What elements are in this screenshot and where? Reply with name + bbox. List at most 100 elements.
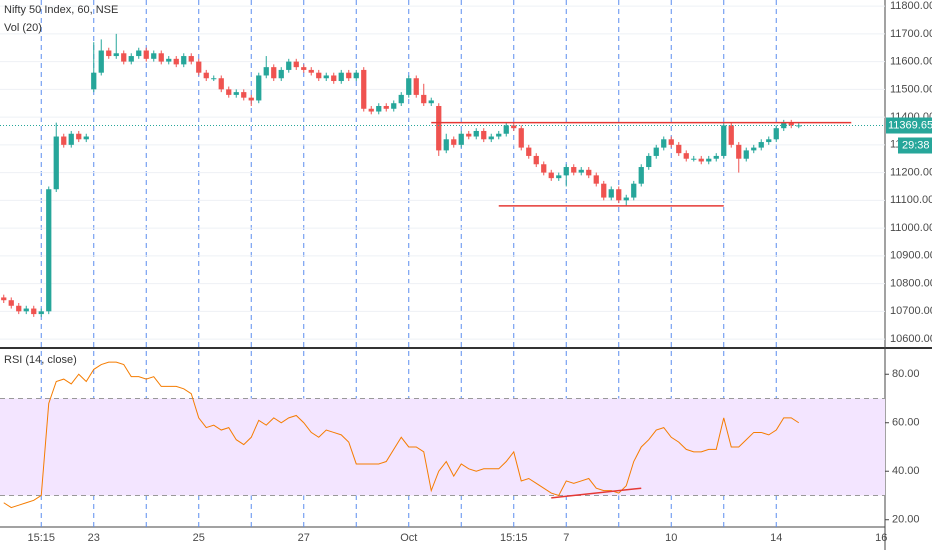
candle-body: [758, 142, 764, 148]
rsi-line: [3, 361, 800, 509]
x-tick-label: 14: [770, 532, 782, 544]
candle-body: [421, 94, 427, 104]
x-tick-label: 15:15: [500, 532, 528, 544]
candle-body: [16, 305, 22, 312]
x-tick-label: 16: [875, 532, 887, 544]
candle-body: [83, 136, 89, 140]
candle-body: [518, 128, 524, 148]
candle-body: [181, 56, 187, 65]
candle-body: [308, 69, 314, 73]
candle-body: [286, 61, 292, 70]
x-tick-label: 15:15: [27, 532, 55, 544]
candle-body: [278, 69, 284, 79]
candle-body: [503, 125, 509, 134]
candle-body: [443, 139, 449, 151]
candle-body: [233, 92, 239, 95]
candle-body: [706, 158, 712, 162]
countdown-box: [898, 137, 932, 154]
candle-body: [683, 153, 689, 159]
candle-body: [316, 72, 322, 79]
y-tick-label: 10600.00: [890, 333, 932, 345]
candle-body: [376, 105, 382, 112]
y-tick-label: 11000.00: [890, 222, 932, 234]
candle-body: [413, 78, 419, 95]
y-tick-label: 20.00: [892, 514, 920, 526]
x-tick-label: 23: [88, 532, 100, 544]
candle-body: [38, 311, 44, 315]
candle-body: [773, 128, 779, 140]
y-tick-label: 40.00: [892, 465, 920, 477]
candle-body: [106, 50, 112, 57]
candle-body: [331, 75, 337, 82]
chart-title: RSI (14, close): [4, 354, 77, 366]
candle-body: [31, 308, 37, 315]
candle-body: [256, 75, 262, 101]
trend-line: [551, 487, 642, 499]
candle-body: [383, 105, 389, 109]
candle-body: [406, 78, 412, 95]
candle-body: [601, 183, 607, 198]
candle-body: [166, 58, 172, 62]
candle-body: [631, 183, 637, 198]
candle-body: [473, 130, 479, 137]
x-tick-label: 10: [665, 532, 677, 544]
y-tick-label: 10900.00: [890, 250, 932, 262]
candle-body: [646, 155, 652, 168]
candle-body: [158, 53, 164, 62]
candle-body: [248, 97, 254, 101]
y-tick-label: 80.00: [892, 368, 920, 380]
candle-body: [466, 133, 472, 137]
candle-body: [263, 67, 269, 76]
candle-body: [668, 139, 674, 145]
candle-body: [196, 61, 202, 73]
candle-body: [91, 72, 97, 90]
y-tick-label: 11800.00: [890, 0, 932, 12]
candle-body: [661, 139, 667, 148]
chart-subtitle: Vol (20): [4, 22, 42, 34]
y-tick-label: 11200.00: [890, 166, 932, 178]
candle-body: [496, 133, 502, 137]
candle-body: [481, 130, 487, 140]
candle-body: [511, 125, 517, 129]
candle-body: [451, 139, 457, 145]
candle-body: [691, 158, 697, 160]
candle-body: [143, 50, 149, 59]
y-tick-label: 60.00: [892, 417, 920, 429]
candle-body: [623, 197, 629, 201]
candle-body: [533, 155, 539, 165]
candle-body: [638, 167, 644, 184]
y-tick-label: 10700.00: [890, 305, 932, 317]
candle-body: [398, 94, 404, 104]
candle-body: [563, 167, 569, 176]
candle-body: [743, 150, 749, 159]
candle-body: [76, 133, 82, 140]
candle-body: [121, 53, 127, 62]
candle-body: [571, 167, 577, 173]
candle-body: [526, 147, 532, 156]
candle-body: [391, 103, 397, 109]
candle-body: [203, 72, 209, 79]
candle-body: [151, 53, 157, 59]
candle-body: [293, 61, 299, 68]
x-tick-label: 25: [193, 532, 205, 544]
candle-body: [593, 175, 599, 184]
candle-body: [788, 122, 794, 126]
candle-body: [68, 133, 74, 145]
y-tick-label: 11600.00: [890, 56, 932, 68]
candle-body: [676, 144, 682, 154]
candle-body: [361, 69, 367, 109]
candle-body: [698, 158, 704, 162]
candle-body: [353, 72, 359, 79]
y-tick-label: 11500.00: [890, 83, 932, 95]
candle-body: [736, 144, 742, 159]
last-price-box: [886, 117, 932, 134]
candle-body: [428, 100, 434, 104]
candle-body: [241, 92, 247, 98]
candle-body: [728, 125, 734, 145]
countdown-label: 29:38: [902, 139, 930, 151]
candle-body: [488, 136, 494, 140]
candle-body: [53, 136, 59, 190]
candle-body: [218, 78, 224, 90]
candle-body: [98, 50, 104, 73]
rsi-band: [0, 398, 885, 496]
